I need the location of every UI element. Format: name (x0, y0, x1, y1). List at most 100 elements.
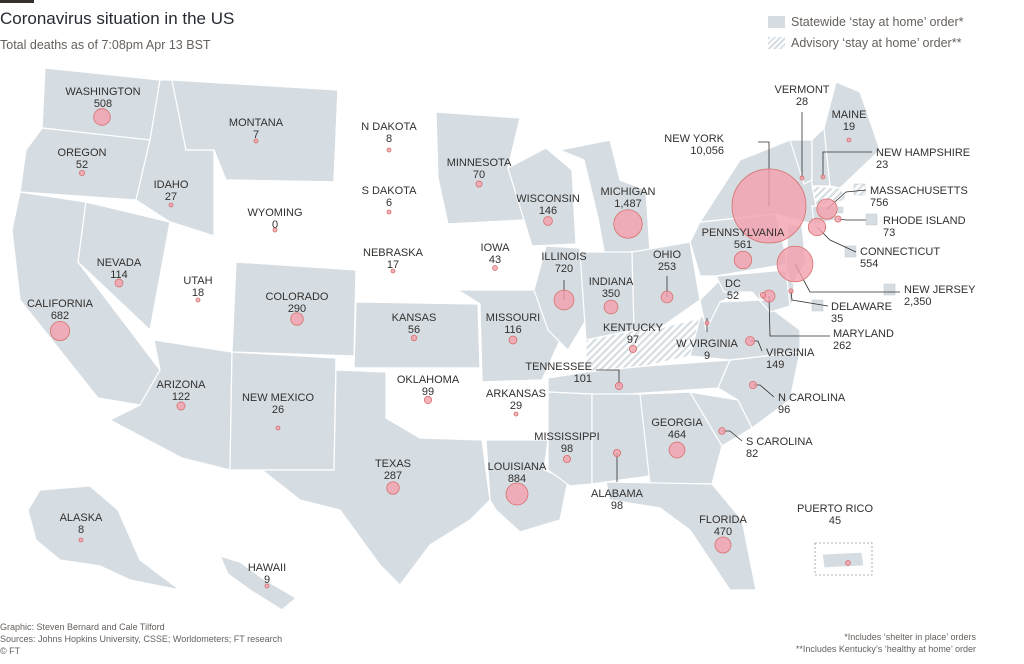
state-label-maine: MAINE (832, 109, 867, 121)
bubble-s-carolina (718, 427, 726, 435)
death-count-kansas: 56 (408, 324, 420, 336)
death-count-maryland: 262 (833, 340, 851, 352)
death-count-w-virginia: 9 (704, 350, 710, 362)
death-count-n-carolina: 96 (778, 404, 790, 416)
state-label-arkansas: ARKANSAS (486, 388, 546, 400)
death-count-alaska: 8 (78, 524, 84, 536)
death-count-new-hampshire: 23 (876, 159, 888, 171)
bubble-wisconsin (543, 216, 553, 226)
state-label-rhode-island: RHODE ISLAND (883, 215, 966, 227)
bubble-s-dakota (386, 209, 392, 215)
death-count-utah: 18 (192, 287, 204, 299)
leader-line-delaware (790, 290, 829, 307)
bubble-dc (759, 291, 767, 299)
bubble-n-carolina (748, 380, 758, 390)
state-label-minnesota: MINNESOTA (447, 157, 512, 169)
puerto-rico-inset-frame (814, 542, 873, 576)
footnote-1: *Includes ‘shelter in place’ orders (844, 632, 976, 642)
state-label-alabama: ALABAMA (591, 488, 644, 500)
state-label-vermont: VERMONT (775, 84, 830, 96)
death-count-michigan: 1,487 (614, 198, 642, 210)
state-shape-wisconsin (507, 147, 577, 247)
bubble-nebraska (390, 268, 396, 274)
death-count-missouri: 116 (504, 324, 522, 336)
advisory-swatch (768, 36, 785, 49)
death-count-washington: 508 (94, 98, 112, 110)
state-label-montana: MONTANA (229, 117, 284, 129)
state-label-s-dakota: S DAKOTA (362, 185, 417, 197)
bubble-wyoming (272, 227, 278, 233)
bubble-alabama (612, 448, 622, 458)
legend-advisory-label: Advisory ‘stay at home’ order** (791, 35, 962, 50)
state-label-colorado: COLORADO (266, 291, 329, 303)
sources-credit: Sources: Johns Hopkins University, CSSE;… (0, 634, 283, 644)
state-label-idaho: IDAHO (154, 179, 189, 191)
state-labels: WASHINGTON508OREGON52CALIFORNIA682NEVADA… (27, 84, 976, 586)
death-count-kentucky: 97 (627, 334, 639, 346)
state-label-n-carolina: N CAROLINA (778, 392, 846, 404)
state-label-nevada: NEVADA (97, 257, 142, 269)
state-label-new-jersey: NEW JERSEY (904, 284, 976, 296)
state-label-wisconsin: WISCONSIN (516, 193, 580, 205)
order-marker-delaware (811, 299, 824, 312)
death-count-mississippi: 98 (561, 443, 573, 455)
bubble-connecticut (807, 217, 827, 237)
bubble-massachusetts (816, 198, 838, 220)
bubble-vermont (799, 175, 805, 181)
death-count-georgia: 464 (668, 429, 686, 441)
bubble-new-hampshire (820, 174, 826, 180)
bubble-florida (714, 536, 732, 554)
leader-line-new-hampshire (822, 151, 872, 177)
bubble-colorado (290, 312, 304, 326)
death-count-s-dakota: 6 (386, 197, 392, 209)
bubble-virginia (745, 336, 755, 346)
state-shape-maine (823, 81, 881, 189)
state-shape-wyoming (213, 179, 335, 263)
death-count-dc: 52 (727, 290, 739, 302)
legend-statewide: Statewide ‘stay at home’ order* (768, 12, 964, 31)
state-label-mississippi: MISSISSIPPI (534, 431, 599, 443)
death-count-wisconsin: 146 (539, 205, 557, 217)
chart-title: Coronavirus situation in the US (0, 9, 235, 28)
death-count-alabama: 98 (611, 500, 623, 512)
bubble-maine (846, 137, 852, 143)
state-label-utah: UTAH (183, 275, 212, 287)
state-label-wyoming: WYOMING (248, 207, 303, 219)
statewide-swatch (768, 15, 785, 28)
death-count-wyoming: 0 (272, 219, 278, 231)
legend-advisory: Advisory ‘stay at home’ order** (768, 33, 964, 52)
death-count-pennsylvania: 561 (734, 239, 752, 251)
state-label-missouri: MISSOURI (486, 312, 540, 324)
state-shape-hawaii (218, 555, 298, 611)
state-label-oregon: OREGON (58, 147, 107, 159)
bubble-illinois (553, 289, 575, 311)
death-count-arkansas: 29 (510, 400, 522, 412)
death-count-puerto-rico: 45 (829, 515, 841, 527)
state-shape-georgia (639, 391, 723, 485)
chart-subtitle: Total deaths as of 7:08pm Apr 13 BST (0, 38, 211, 52)
death-count-colorado: 290 (288, 303, 306, 315)
order-marker-rhode-island (865, 213, 878, 226)
bubble-iowa (492, 265, 498, 271)
footnote-2: **Includes Kentucky’s ‘healthy at home’ … (795, 644, 976, 654)
bubble-oregon (78, 169, 86, 177)
death-count-vermont: 28 (796, 96, 808, 108)
bubble-montana (253, 138, 259, 144)
state-label-new-hampshire: NEW HAMPSHIRE (876, 147, 970, 159)
state-shape-nevada (77, 201, 171, 332)
death-count-maine: 19 (843, 121, 855, 133)
state-label-georgia: GEORGIA (651, 417, 703, 429)
death-count-s-carolina: 82 (746, 448, 758, 460)
death-count-louisiana: 884 (508, 473, 526, 485)
state-label-indiana: INDIANA (589, 276, 634, 288)
state-label-s-carolina: S CAROLINA (746, 436, 813, 448)
death-count-nebraska: 17 (387, 259, 399, 271)
state-label-virginia: VIRGINIA (766, 347, 815, 359)
death-count-connecticut: 554 (860, 258, 878, 270)
top-rule (0, 0, 34, 3)
state-label-kentucky: KENTUCKY (603, 322, 664, 334)
bubble-mississippi (562, 454, 572, 464)
state-shapes (11, 67, 896, 611)
bubble-nevada (114, 278, 124, 288)
state-label-oklahoma: OKLAHOMA (397, 374, 460, 386)
